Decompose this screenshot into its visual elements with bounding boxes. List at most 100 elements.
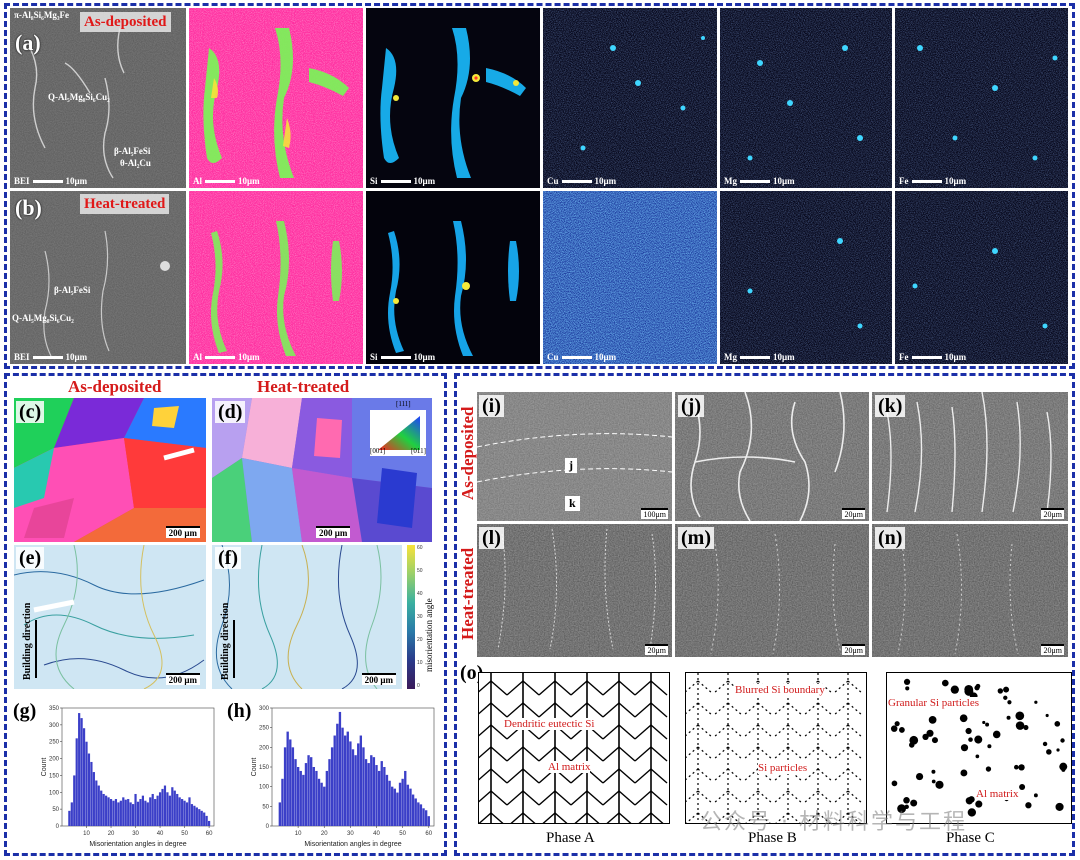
building-direction-e: Building direction xyxy=(22,602,33,680)
dendrite-arm xyxy=(554,746,572,762)
histogram-bar xyxy=(302,774,305,826)
dendrite-arm xyxy=(602,702,620,718)
histogram-bar xyxy=(176,793,179,826)
blurred-arm xyxy=(697,768,713,782)
dendrite-arm xyxy=(538,790,556,806)
arrow-up-icon xyxy=(35,620,37,678)
annotation-al-matrix-a: Al matrix xyxy=(548,761,591,773)
dendrite-arm xyxy=(490,790,508,806)
dendrite-arm xyxy=(586,790,604,806)
annotation-al-matrix-c: Al matrix xyxy=(976,788,1019,800)
condition-tag-a: As-deposited xyxy=(80,12,171,32)
si-particle xyxy=(974,685,980,691)
dendrite-arm xyxy=(618,790,636,806)
dendrite-arm xyxy=(618,812,632,823)
caption-phase-b: Phase B xyxy=(748,830,797,846)
panel-label-c: (c) xyxy=(16,401,45,423)
histogram-bar xyxy=(139,799,142,826)
si-particle xyxy=(1059,762,1068,771)
blurred-arm xyxy=(833,768,849,782)
ipf-map-c: 200 μm xyxy=(14,398,206,542)
blurred-arm xyxy=(713,702,729,716)
colorbar-tick: 50 xyxy=(417,568,423,574)
scale-bar: Fe 10μm xyxy=(899,352,967,362)
histogram-bar xyxy=(158,792,162,826)
dendrite-arm xyxy=(650,768,668,784)
histogram-bar xyxy=(424,810,428,826)
si-particle xyxy=(985,766,992,772)
blurred-arm xyxy=(713,768,729,782)
phase-label-pi: π-Al₈Si₆Mg₃Fe xyxy=(14,10,70,20)
histogram-bar xyxy=(183,800,186,826)
annotation-granular-si: Granular Si particles xyxy=(888,697,980,709)
histogram-h-svg: 10 20 30 40 50 60 0 50 100 150 200 250 300 Misorienta… xyxy=(251,706,435,848)
histogram-bar xyxy=(354,755,357,826)
blurred-arm xyxy=(713,724,729,738)
blurred-arm xyxy=(757,790,773,804)
y-tick-label: 50 xyxy=(262,804,269,810)
sem-panel-j: 20μm xyxy=(675,392,869,521)
dendrite-arm xyxy=(650,746,668,762)
cu-map-b: Cu 10μm xyxy=(543,191,717,364)
dendrite-arm xyxy=(634,724,652,740)
histogram-bar xyxy=(377,770,381,826)
al-map-a: Al 10μm xyxy=(189,8,363,188)
blurred-arm xyxy=(803,702,819,716)
histogram-bar xyxy=(307,755,310,826)
scale-bar: Al 10μm xyxy=(193,176,260,186)
histogram-bar xyxy=(105,795,108,826)
arrow-up-icon xyxy=(233,620,235,678)
panel-label-l: (l) xyxy=(479,527,504,549)
y-tick-label: 200 xyxy=(49,757,60,763)
dendrite-arm xyxy=(650,702,668,718)
colorbar-tick: 10 xyxy=(417,660,423,666)
blurred-arm xyxy=(847,790,863,804)
panel-label-g: (g) xyxy=(13,700,37,722)
histogram-bar xyxy=(68,810,71,826)
y-tick-label: 150 xyxy=(49,773,60,779)
histogram-bar xyxy=(351,749,355,826)
dendrite-arm xyxy=(490,724,508,740)
blurred-arm xyxy=(817,680,833,694)
dendrite-arm xyxy=(506,746,524,762)
dendrite-arm xyxy=(522,746,540,762)
si-map-b: Si 10μm xyxy=(366,191,540,364)
si-particle xyxy=(1056,748,1060,752)
dendrite-arm xyxy=(634,680,652,696)
histogram-bar xyxy=(80,718,83,826)
dendrite-arm xyxy=(506,790,524,806)
si-particle xyxy=(1014,764,1019,770)
histogram-bar xyxy=(333,735,336,826)
histogram-bar xyxy=(119,800,122,826)
phase-label-q: Q-Al₅Mg₈Si₆Cu₂ xyxy=(12,313,74,323)
fe-map-a: Fe 10μm xyxy=(895,8,1068,188)
histogram-bar xyxy=(151,793,154,826)
histogram-bar xyxy=(82,728,86,826)
title-as-deposited: As-deposited xyxy=(68,377,162,396)
dendrite-arm xyxy=(650,790,668,806)
blurred-arm xyxy=(773,768,789,782)
colorbar-tick: 40 xyxy=(417,591,423,597)
si-particle xyxy=(965,797,974,805)
histogram-bar xyxy=(85,741,88,826)
dendrite-arm xyxy=(522,790,540,806)
phase-label-q: Q-Al₅Mg₈Si₆Cu₂ xyxy=(48,92,110,102)
histogram-bar xyxy=(109,799,113,826)
blurred-arm xyxy=(697,702,713,716)
si-particle xyxy=(1006,715,1011,720)
blurred-arm xyxy=(847,724,863,738)
si-particle xyxy=(890,725,898,732)
dendrite-arm xyxy=(479,768,492,781)
scale-bar: Cu 10μm xyxy=(547,352,617,362)
histogram-bar xyxy=(320,782,323,826)
blurred-arm xyxy=(727,724,743,738)
phase-label-beta: β-Al₅FeSi xyxy=(54,285,91,295)
histogram-bar xyxy=(134,793,137,826)
colorbar-tick: 30 xyxy=(417,614,423,620)
panel-label-f: (f) xyxy=(215,547,241,569)
si-particle xyxy=(910,799,918,807)
si-particle xyxy=(904,804,909,810)
histogram-bar xyxy=(364,759,368,826)
si-particle xyxy=(1042,741,1048,747)
panel-label-m: (m) xyxy=(678,527,714,549)
